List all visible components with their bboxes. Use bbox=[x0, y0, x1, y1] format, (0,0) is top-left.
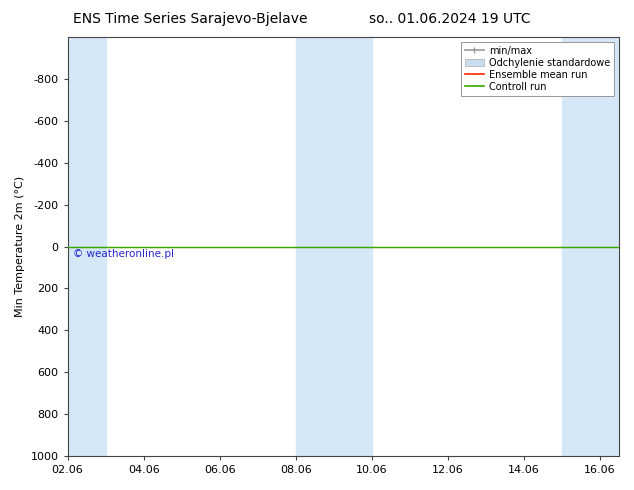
Bar bbox=[68, 37, 106, 456]
Bar bbox=[295, 37, 372, 456]
Text: so.. 01.06.2024 19 UTC: so.. 01.06.2024 19 UTC bbox=[370, 12, 531, 26]
Legend: min/max, Odchylenie standardowe, Ensemble mean run, Controll run: min/max, Odchylenie standardowe, Ensembl… bbox=[461, 42, 614, 96]
Y-axis label: Min Temperature 2m (°C): Min Temperature 2m (°C) bbox=[15, 176, 25, 317]
Text: ENS Time Series Sarajevo-Bjelave: ENS Time Series Sarajevo-Bjelave bbox=[73, 12, 307, 26]
Text: © weatheronline.pl: © weatheronline.pl bbox=[73, 248, 174, 259]
Bar bbox=[562, 37, 619, 456]
